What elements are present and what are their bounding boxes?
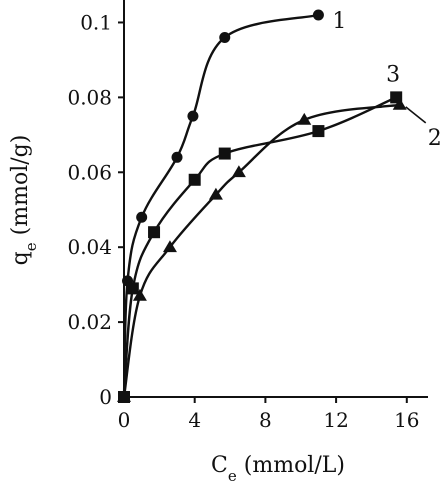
data-point: [297, 112, 312, 125]
x-tick-label: 16: [394, 408, 419, 432]
y-tick-label: 0.04: [67, 235, 112, 259]
data-point: [126, 282, 139, 295]
series-3: [118, 91, 403, 403]
y-tick-label: 0.02: [67, 310, 112, 334]
data-point: [312, 9, 324, 21]
y-tick-label: 0.08: [67, 85, 112, 109]
x-tick-label: 12: [323, 408, 348, 432]
y-axis-label: qe (mmol/g): [8, 135, 40, 266]
data-point: [132, 288, 147, 301]
x-axis-label: Ce (mmol/L): [211, 453, 345, 485]
labels-layer: 1 3 2: [332, 9, 441, 151]
series-label-2-leader: [405, 106, 427, 124]
data-point: [188, 173, 201, 186]
series-line: [122, 13, 319, 398]
data-point: [390, 91, 403, 104]
data-point: [219, 31, 231, 43]
series-label-3: 3: [386, 62, 400, 87]
axes: 0 0.02 0.04 0.06 0.08 0.1 0 4 8 12 16 Ce (mmol/L) qe…: [8, 0, 428, 485]
y-tick-label: 0: [99, 385, 112, 409]
data-point: [392, 97, 407, 110]
data-point: [312, 125, 325, 138]
data-point: [118, 391, 130, 403]
x-tick-label: 4: [188, 408, 201, 432]
data-point: [208, 187, 223, 200]
series-line: [122, 96, 397, 398]
data-point: [148, 226, 161, 239]
y-tick-label: 0.1: [80, 10, 112, 34]
data-point: [231, 165, 246, 178]
data-point: [218, 147, 231, 160]
x-tick-label: 0: [118, 408, 131, 432]
series-1: [118, 9, 324, 403]
series-label-1: 1: [332, 9, 346, 34]
series-label-2: 2: [428, 126, 442, 151]
data-point: [162, 240, 177, 253]
data-point: [136, 211, 148, 223]
series-layer: [117, 9, 407, 403]
data-point: [187, 110, 199, 122]
x-tick-label: 8: [259, 408, 272, 432]
y-tick-label: 0.06: [67, 160, 112, 184]
data-point: [171, 151, 183, 163]
